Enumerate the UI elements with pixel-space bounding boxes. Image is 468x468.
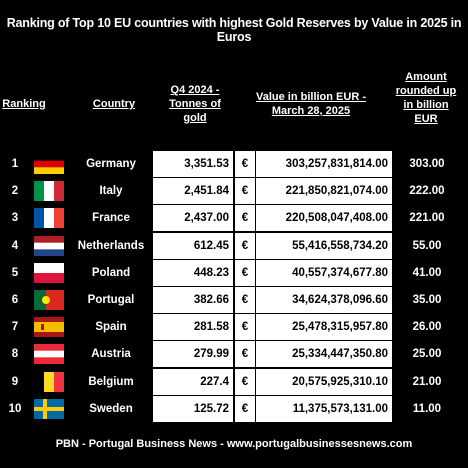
value: 25,334,447,350.80 bbox=[256, 341, 392, 368]
header-tonnes: Q4 2024 - Tonnes of gold bbox=[169, 84, 221, 124]
flag-icon bbox=[34, 262, 64, 283]
rounded: 221.00 bbox=[409, 212, 445, 225]
country: Netherlands bbox=[77, 239, 145, 252]
tonnes: 3,351.53 bbox=[153, 151, 233, 177]
rounded: 303.00 bbox=[409, 158, 445, 170]
value: 220,508,047,408.00 bbox=[256, 205, 392, 232]
currency: € bbox=[235, 151, 255, 177]
rounded: 222.00 bbox=[409, 185, 445, 198]
country: Germany bbox=[86, 158, 136, 170]
tonnes: 281.58 bbox=[153, 314, 233, 341]
flag bbox=[34, 262, 64, 283]
rank: 6 bbox=[11, 294, 19, 306]
value: 11,375,573,131.00 bbox=[256, 395, 392, 422]
rounded: 41.00 bbox=[412, 266, 442, 279]
header-value: Value in billion EUR - March 28, 2025 bbox=[255, 91, 366, 117]
tonnes: 612.45 bbox=[153, 232, 233, 259]
header-rounded: Amount rounded up in billion EUR bbox=[395, 71, 457, 125]
flag-icon bbox=[34, 154, 64, 175]
flag-icon bbox=[34, 235, 64, 256]
currency: € bbox=[235, 341, 255, 368]
flag-icon bbox=[34, 208, 65, 229]
rank: 7 bbox=[11, 321, 19, 334]
country: Italy bbox=[99, 185, 123, 198]
tonnes: 2,451.84 bbox=[153, 178, 233, 205]
value: 20,575,925,310.10 bbox=[256, 368, 392, 395]
rounded: 11.00 bbox=[412, 402, 442, 415]
currency: € bbox=[235, 205, 255, 232]
value: 34,624,378,096.60 bbox=[256, 287, 392, 313]
tonnes: 448.23 bbox=[153, 259, 233, 286]
country: Poland bbox=[91, 266, 131, 279]
tonnes: 227.4 bbox=[153, 368, 233, 395]
tonnes: 125.72 bbox=[153, 395, 233, 422]
value: 55,416,558,734.20 bbox=[256, 232, 392, 259]
value: 221,850,821,074.00 bbox=[256, 178, 392, 205]
tonnes: 382.66 bbox=[153, 287, 233, 313]
tonnes: 279.99 bbox=[153, 341, 233, 368]
flag bbox=[34, 235, 64, 256]
title: Ranking of Top 10 EU countries with high… bbox=[6, 16, 462, 44]
country: Belgium bbox=[88, 375, 134, 388]
header-country: Country bbox=[92, 98, 136, 110]
value: 303,257,831,814.00 bbox=[256, 151, 392, 177]
rank: 10 bbox=[8, 402, 22, 415]
flag-icon bbox=[34, 371, 65, 392]
currency: € bbox=[235, 395, 255, 422]
country: Spain bbox=[95, 321, 127, 334]
footer: PBN - Portugal Business News - www.portu… bbox=[55, 438, 413, 450]
rounded: 21.00 bbox=[412, 375, 442, 388]
rounded: 26.00 bbox=[412, 321, 442, 334]
flag bbox=[34, 290, 64, 310]
flag bbox=[34, 154, 64, 175]
flag bbox=[34, 371, 65, 392]
flag-icon bbox=[34, 290, 64, 310]
rank: 2 bbox=[11, 185, 19, 198]
rank: 3 bbox=[11, 212, 19, 225]
flag bbox=[34, 344, 64, 365]
value: 40,557,374,677.80 bbox=[256, 259, 392, 286]
flag bbox=[34, 398, 64, 419]
value: 25,478,315,957.80 bbox=[256, 314, 392, 341]
tonnes: 2,437.00 bbox=[153, 205, 233, 232]
header-ranking: Ranking bbox=[2, 98, 46, 110]
currency: € bbox=[235, 259, 255, 286]
country: France bbox=[92, 212, 130, 225]
rounded: 25.00 bbox=[412, 348, 442, 361]
rank: 1 bbox=[11, 158, 19, 170]
country: Austria bbox=[91, 348, 131, 361]
flag-icon bbox=[34, 317, 64, 338]
currency: € bbox=[235, 368, 255, 395]
currency: € bbox=[235, 287, 255, 313]
flag-icon bbox=[34, 398, 64, 419]
rank: 5 bbox=[11, 266, 19, 279]
rounded: 35.00 bbox=[412, 294, 442, 306]
flag bbox=[34, 317, 64, 338]
flag-icon bbox=[34, 181, 65, 202]
rank: 9 bbox=[11, 375, 19, 388]
currency: € bbox=[235, 314, 255, 341]
flag bbox=[34, 181, 65, 202]
rounded: 55.00 bbox=[412, 239, 442, 252]
country: Portugal bbox=[87, 294, 135, 306]
rank: 8 bbox=[11, 348, 19, 361]
flag-icon bbox=[34, 344, 64, 365]
flag bbox=[34, 208, 65, 229]
currency: € bbox=[235, 232, 255, 259]
country: Sweden bbox=[89, 402, 133, 415]
currency: € bbox=[235, 178, 255, 205]
rank: 4 bbox=[11, 239, 19, 252]
